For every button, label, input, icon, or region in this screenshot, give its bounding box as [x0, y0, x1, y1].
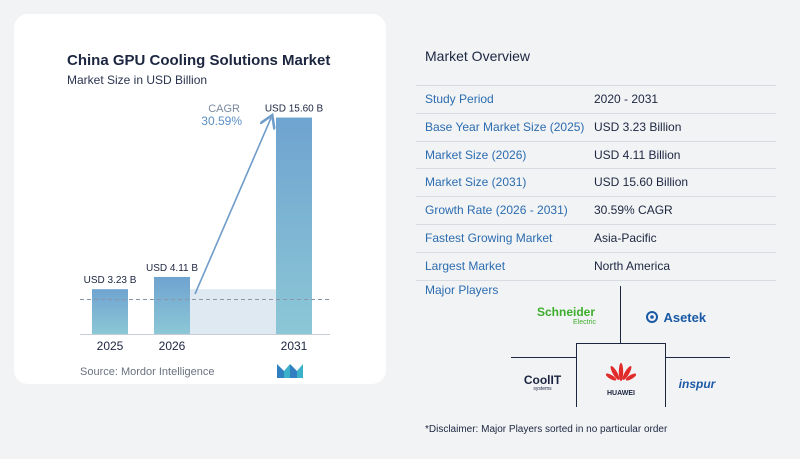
asetek-logo: Asetek: [645, 309, 715, 327]
divider: [511, 357, 576, 358]
row-label: Fastest Growing Market: [425, 230, 553, 245]
asetek-logo-text: Asetek: [663, 310, 707, 325]
row-label: Largest Market: [425, 258, 506, 273]
overview-row: Market Size (2031) USD 15.60 Billion: [416, 168, 776, 196]
overview-row: Growth Rate (2026 - 2031) 30.59% CAGR: [416, 196, 776, 224]
row-value: Asia-Pacific: [594, 230, 657, 245]
row-label: Base Year Market Size (2025): [425, 119, 585, 134]
coolit-logo: CoolIT systems: [520, 374, 565, 392]
asetek-swirl-icon: [646, 311, 658, 323]
overview-row: Largest Market North America: [416, 251, 776, 281]
cagr-arrow: [194, 118, 271, 295]
row-value: USD 4.11 Billion: [594, 147, 681, 162]
schneider-electric-logo: Schneider Electric: [530, 306, 602, 327]
bar-2026: [154, 276, 190, 334]
major-players-title: Major Players: [425, 283, 499, 297]
mordor-logo-icon: [277, 364, 303, 378]
row-label: Study Period: [425, 92, 494, 106]
row-label: Market Size (2031): [425, 175, 527, 190]
cagr-label: CAGR: [208, 103, 240, 115]
overview-row: Base Year Market Size (2025) USD 3.23 Bil…: [416, 112, 776, 141]
source-note: Source: Mordor Intelligence: [80, 366, 215, 378]
data-label-2026: USD 4.11 B: [146, 263, 198, 274]
bar-2025: [92, 289, 128, 334]
disclaimer-text: *Disclaimer: Major Players sorted in no …: [425, 424, 668, 435]
schneider-logo-text: Schneider: [536, 305, 596, 319]
huawei-logo: HUAWEI: [596, 362, 646, 397]
row-value: 30.59% CAGR: [594, 203, 673, 218]
bar-2031: [276, 117, 312, 334]
chart-title: China GPU Cooling Solutions Market: [67, 52, 331, 69]
divider: [665, 343, 666, 407]
overview-row: Study Period 2020 - 2031: [416, 85, 776, 113]
divider: [620, 286, 621, 344]
growth-band: [190, 289, 276, 334]
divider: [576, 343, 665, 344]
schneider-logo-subtext: Electric: [573, 319, 596, 326]
divider: [665, 357, 730, 358]
divider: [576, 343, 577, 407]
market-overview-title: Market Overview: [425, 48, 531, 64]
data-label-2031: USD 15.60 B: [265, 104, 324, 115]
overview-row: Fastest Growing Market Asia-Pacific: [416, 223, 776, 252]
row-value: North America: [594, 258, 671, 273]
row-value: 2020 - 2031: [594, 92, 659, 106]
coolit-logo-subtext: systems: [533, 386, 552, 392]
huawei-logo-text: HUAWEI: [607, 390, 635, 397]
x-tick-2031: 2031: [281, 339, 308, 353]
row-value: USD 15.60 Billion: [594, 175, 689, 190]
row-value: USD 3.23 Billion: [594, 119, 682, 134]
data-label-2025: USD 3.23 B: [84, 275, 137, 286]
cagr-value: 30.59%: [201, 114, 242, 128]
overview-table: Study Period 2020 - 2031 Base Year Market…: [416, 85, 776, 281]
row-label: Growth Rate (2026 - 2031): [425, 203, 568, 218]
overview-row: Market Size (2026) USD 4.11 Billion: [416, 140, 776, 169]
huawei-petals-icon: [605, 363, 637, 381]
coolit-logo-text: CoolIT: [523, 373, 562, 387]
x-tick-2025: 2025: [97, 339, 124, 353]
row-label: Market Size (2026): [425, 147, 527, 162]
x-tick-2026: 2026: [159, 339, 186, 353]
chart-subtitle: Market Size in USD Billion: [67, 73, 208, 87]
inspur-logo-text: inspur: [678, 377, 716, 391]
